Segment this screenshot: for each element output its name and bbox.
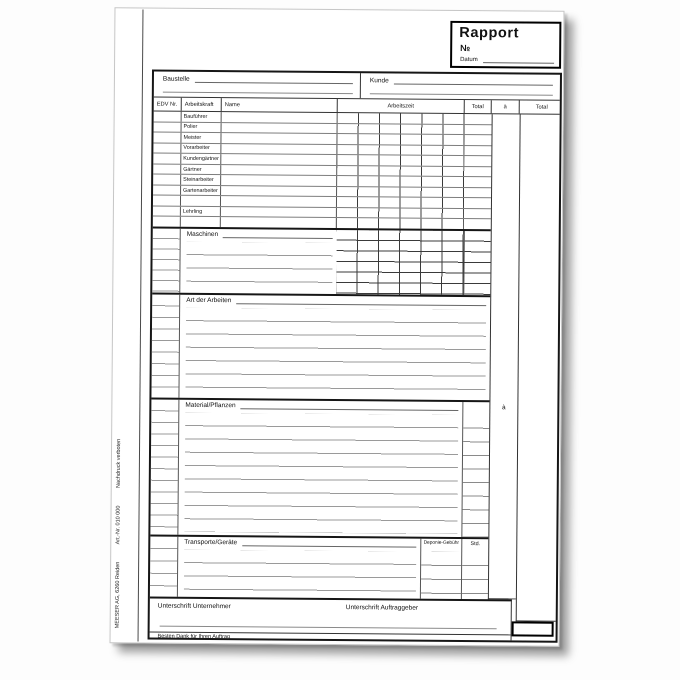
margin-line <box>137 9 144 642</box>
section-material-pflanzen: Material/Pflanzen <box>150 397 490 538</box>
role-label: Vorarbeiter <box>181 143 222 154</box>
role-label: Gartenarbeiter <box>181 185 222 196</box>
printer-imprint: MEESER AG, 6260 Reiden Art.-Nr. 010 000 … <box>115 423 123 629</box>
hours-cells <box>337 123 465 135</box>
amount-cells <box>462 414 490 538</box>
hours-cells <box>337 112 465 124</box>
writing-lines <box>186 241 333 291</box>
maschinen-label: Maschinen <box>186 230 219 239</box>
paper-sheet: MEESER AG, 6260 Reiden Art.-Nr. 010 000 … <box>109 7 565 647</box>
section-maschinen: Maschinen <box>152 226 491 296</box>
date-label: Datum <box>460 56 478 64</box>
header-total: Total <box>464 99 492 114</box>
std-cells <box>461 551 489 600</box>
site-customer-row: Baustelle Kunde <box>153 71 560 101</box>
blank-line <box>236 303 487 307</box>
total-cells <box>463 230 491 296</box>
blank-line <box>242 545 417 548</box>
role-label: Lehrling <box>180 206 221 217</box>
signature-client-label: Unterschrift Auftraggeber <box>345 604 419 612</box>
material-pflanzen-label: Material/Pflanzen <box>185 401 236 410</box>
signature-area: Unterschrift Unternehmer Unterschrift Au… <box>149 596 512 641</box>
header-name: Name <box>221 98 338 112</box>
baustelle-blank-line-2 <box>162 91 353 95</box>
header-total-2: Total <box>535 104 548 111</box>
role-label: Bauführer <box>181 111 222 122</box>
section-art-der-arbeiten: Art der Arbeiten <box>151 292 491 401</box>
report-form: Baustelle Kunde EDV Nr. Arbeitskraft Nam… <box>147 69 563 643</box>
role-label <box>180 217 221 228</box>
std-column: Std. <box>460 538 489 600</box>
hours-grid <box>336 229 464 295</box>
report-title-box: Rapport № Datum <box>450 20 562 69</box>
amount-column <box>461 401 490 538</box>
blank-line <box>223 237 333 239</box>
imprint-company: MEESER AG, 6260 Reiden <box>114 561 122 629</box>
report-title: Rapport <box>459 24 520 42</box>
deponie-cells <box>420 551 462 599</box>
signature-line <box>159 625 497 630</box>
edv-column <box>151 294 181 398</box>
role-label: Meister <box>181 132 222 143</box>
section-transporte-geraete: Transporte/Geräte Deponie-Gebühr Std. <box>149 534 489 600</box>
role-label: Gärtner <box>181 164 222 175</box>
thanks-text: Besten Dank für Ihren Auftrag <box>157 633 231 641</box>
date-row: Datum <box>460 56 555 64</box>
kunde-blank-line-2 <box>369 93 553 96</box>
imprint-article-no: Art.-Nr. 010 000 <box>115 505 122 545</box>
role-label <box>180 196 222 207</box>
baustelle-label: Baustelle <box>162 75 190 83</box>
blank-line <box>240 408 459 411</box>
hours-cells <box>337 186 465 198</box>
hours-cells <box>336 197 465 208</box>
personnel-grid: Bauführer Polier Meister Vorarbeiter Kun… <box>152 111 492 230</box>
role-label: Steinarbeiter <box>181 175 222 185</box>
header-rate: à <box>491 100 520 114</box>
kunde-label: Kunde <box>369 77 389 85</box>
baustelle-cell: Baustelle <box>153 71 361 99</box>
writing-lines <box>183 549 417 596</box>
kunde-cell: Kunde <box>361 73 560 100</box>
hours-cells <box>337 155 465 166</box>
role-label: Polier <box>181 122 222 133</box>
report-number-label: № <box>460 42 471 54</box>
imprint-notice: Nachdruck verboten <box>115 438 123 489</box>
edv-column <box>149 536 179 597</box>
hours-cells <box>337 165 465 177</box>
hours-cells <box>336 207 464 219</box>
header-arbeitskraft: Arbeitskraft <box>181 97 222 112</box>
edv-column <box>150 399 180 535</box>
date-blank-line <box>482 62 555 64</box>
header-arbeitszeit: Arbeitszeit <box>337 98 465 113</box>
hours-cells <box>337 144 465 156</box>
grand-total-column <box>515 114 560 622</box>
std-label: Std. <box>470 541 481 548</box>
art-der-arbeiten-label: Art der Arbeiten <box>186 296 232 305</box>
deponie-gebuehr-column: Deponie-Gebühr <box>419 538 462 599</box>
writing-lines <box>185 307 487 398</box>
kunde-blank-line <box>393 83 553 86</box>
signature-contractor-label: Unterschrift Unternehmer <box>157 602 231 611</box>
deponie-gebuehr-label: Deponie-Gebühr <box>423 540 460 546</box>
writing-lines <box>184 412 459 534</box>
header-edv-nr: EDV Nr. <box>153 97 182 111</box>
rate-column: à <box>487 114 520 600</box>
transporte-geraete-label: Transporte/Geräte <box>184 538 238 547</box>
hours-cells <box>337 176 465 187</box>
grand-total-box <box>511 621 554 637</box>
hours-cells <box>337 134 465 145</box>
baustelle-blank-line <box>194 81 353 85</box>
role-label: Kundengärtner <box>181 153 222 164</box>
edv-column <box>152 228 181 293</box>
material-rate-label: à <box>502 404 506 412</box>
